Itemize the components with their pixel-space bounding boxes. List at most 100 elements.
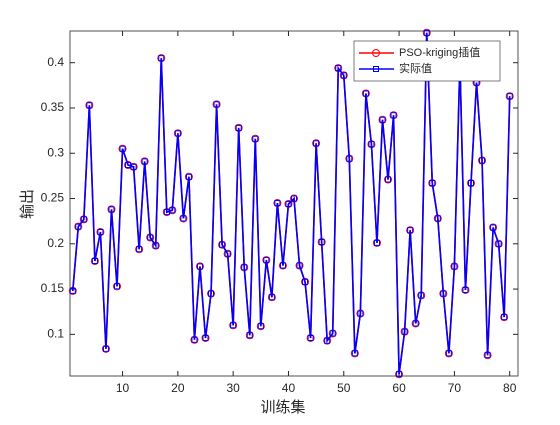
legend-marker	[373, 66, 379, 72]
point	[313, 140, 320, 147]
point	[241, 264, 248, 271]
point	[467, 180, 474, 187]
point	[102, 345, 109, 352]
point	[224, 250, 231, 257]
point	[434, 215, 441, 222]
point	[125, 162, 132, 169]
point	[114, 283, 121, 290]
point	[252, 135, 259, 142]
point	[296, 262, 303, 269]
point	[451, 263, 458, 270]
point	[501, 314, 508, 321]
point	[318, 238, 325, 245]
point	[373, 239, 380, 246]
point	[462, 286, 469, 293]
point	[69, 287, 76, 294]
point	[324, 337, 331, 344]
point	[219, 241, 226, 248]
point	[407, 227, 414, 234]
point	[235, 124, 242, 131]
point	[362, 90, 369, 97]
point	[169, 207, 176, 214]
point	[302, 278, 309, 285]
point	[506, 93, 513, 100]
point	[351, 350, 358, 357]
y-tick-label: 0.1	[47, 327, 64, 341]
point	[307, 334, 314, 341]
point	[274, 200, 281, 207]
legend-marker	[372, 49, 380, 57]
point	[268, 294, 275, 301]
point	[185, 173, 192, 180]
point	[390, 112, 397, 119]
point	[423, 29, 430, 36]
point	[263, 257, 270, 264]
point	[174, 130, 181, 137]
point	[158, 55, 165, 62]
point	[346, 155, 353, 162]
point	[418, 292, 425, 299]
x-tick-label: 30	[226, 381, 240, 395]
point	[495, 240, 502, 247]
point	[86, 102, 93, 109]
point	[196, 263, 203, 270]
y-tick-label: 0.25	[41, 191, 65, 205]
legend-label: 实际值	[399, 61, 432, 75]
point	[141, 158, 148, 165]
point	[191, 336, 198, 343]
y-tick-label: 0.15	[41, 281, 65, 295]
point	[368, 141, 375, 148]
x-tick-label: 60	[392, 381, 406, 395]
y-tick-label: 0.3	[47, 145, 64, 159]
point	[202, 334, 209, 341]
point	[163, 209, 170, 216]
x-tick-label: 50	[337, 381, 351, 395]
legend-label: PSO-kriging插值	[399, 45, 480, 59]
point	[385, 176, 392, 183]
x-tick-label: 20	[171, 381, 185, 395]
point	[180, 215, 187, 222]
y-axis-label: 输出	[19, 189, 36, 219]
point	[108, 206, 115, 213]
point	[340, 72, 347, 79]
x-tick-label: 40	[282, 381, 296, 395]
point	[329, 330, 336, 337]
point	[230, 322, 237, 329]
point	[490, 224, 497, 231]
point	[213, 101, 220, 108]
point	[396, 371, 403, 378]
x-axis-label: 训练集	[260, 399, 305, 416]
point	[97, 229, 104, 236]
point	[208, 290, 215, 297]
point	[412, 320, 419, 327]
point	[429, 180, 436, 187]
point	[479, 157, 486, 164]
point	[119, 145, 126, 152]
point	[379, 116, 386, 123]
point	[246, 332, 253, 339]
point	[257, 323, 264, 330]
point	[279, 262, 286, 269]
legend-box	[353, 40, 501, 82]
point	[440, 290, 447, 297]
point	[75, 223, 82, 230]
point	[357, 310, 364, 317]
point	[80, 216, 87, 223]
point	[91, 258, 98, 264]
point	[136, 246, 143, 253]
y-tick-label: 0.4	[47, 55, 64, 69]
point	[335, 65, 342, 72]
point	[285, 200, 292, 207]
x-tick-label: 70	[448, 381, 462, 395]
y-tick-label: 0.2	[47, 236, 64, 250]
point	[291, 195, 297, 202]
point	[130, 163, 137, 170]
y-tick-label: 0.35	[41, 100, 65, 114]
point	[152, 242, 159, 249]
x-tick-label: 10	[116, 381, 130, 395]
point	[401, 328, 408, 335]
x-tick-label: 80	[503, 381, 517, 395]
point	[484, 352, 491, 359]
